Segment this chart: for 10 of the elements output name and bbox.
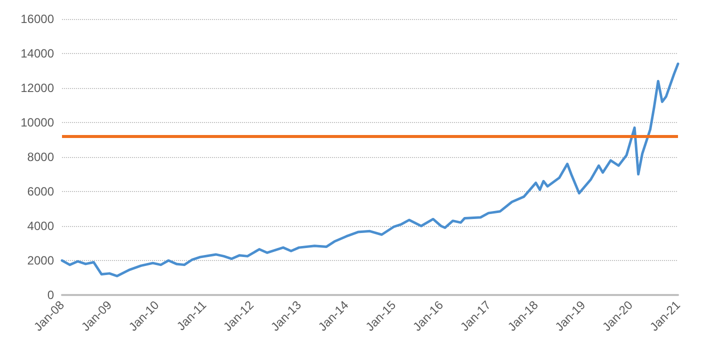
y-tick-label: 4000 — [27, 219, 54, 233]
y-tick-label: 2000 — [27, 254, 54, 268]
y-tick-label: 0 — [47, 288, 54, 302]
line-series — [60, 62, 680, 278]
y-tick-label: 12000 — [20, 81, 54, 95]
y-tick-label: 16000 — [20, 12, 54, 26]
y-tick-label: 6000 — [27, 184, 54, 198]
y-tick-label: 14000 — [20, 46, 54, 60]
y-tick-label: 10000 — [20, 116, 54, 130]
y-tick-label: 8000 — [27, 150, 54, 164]
